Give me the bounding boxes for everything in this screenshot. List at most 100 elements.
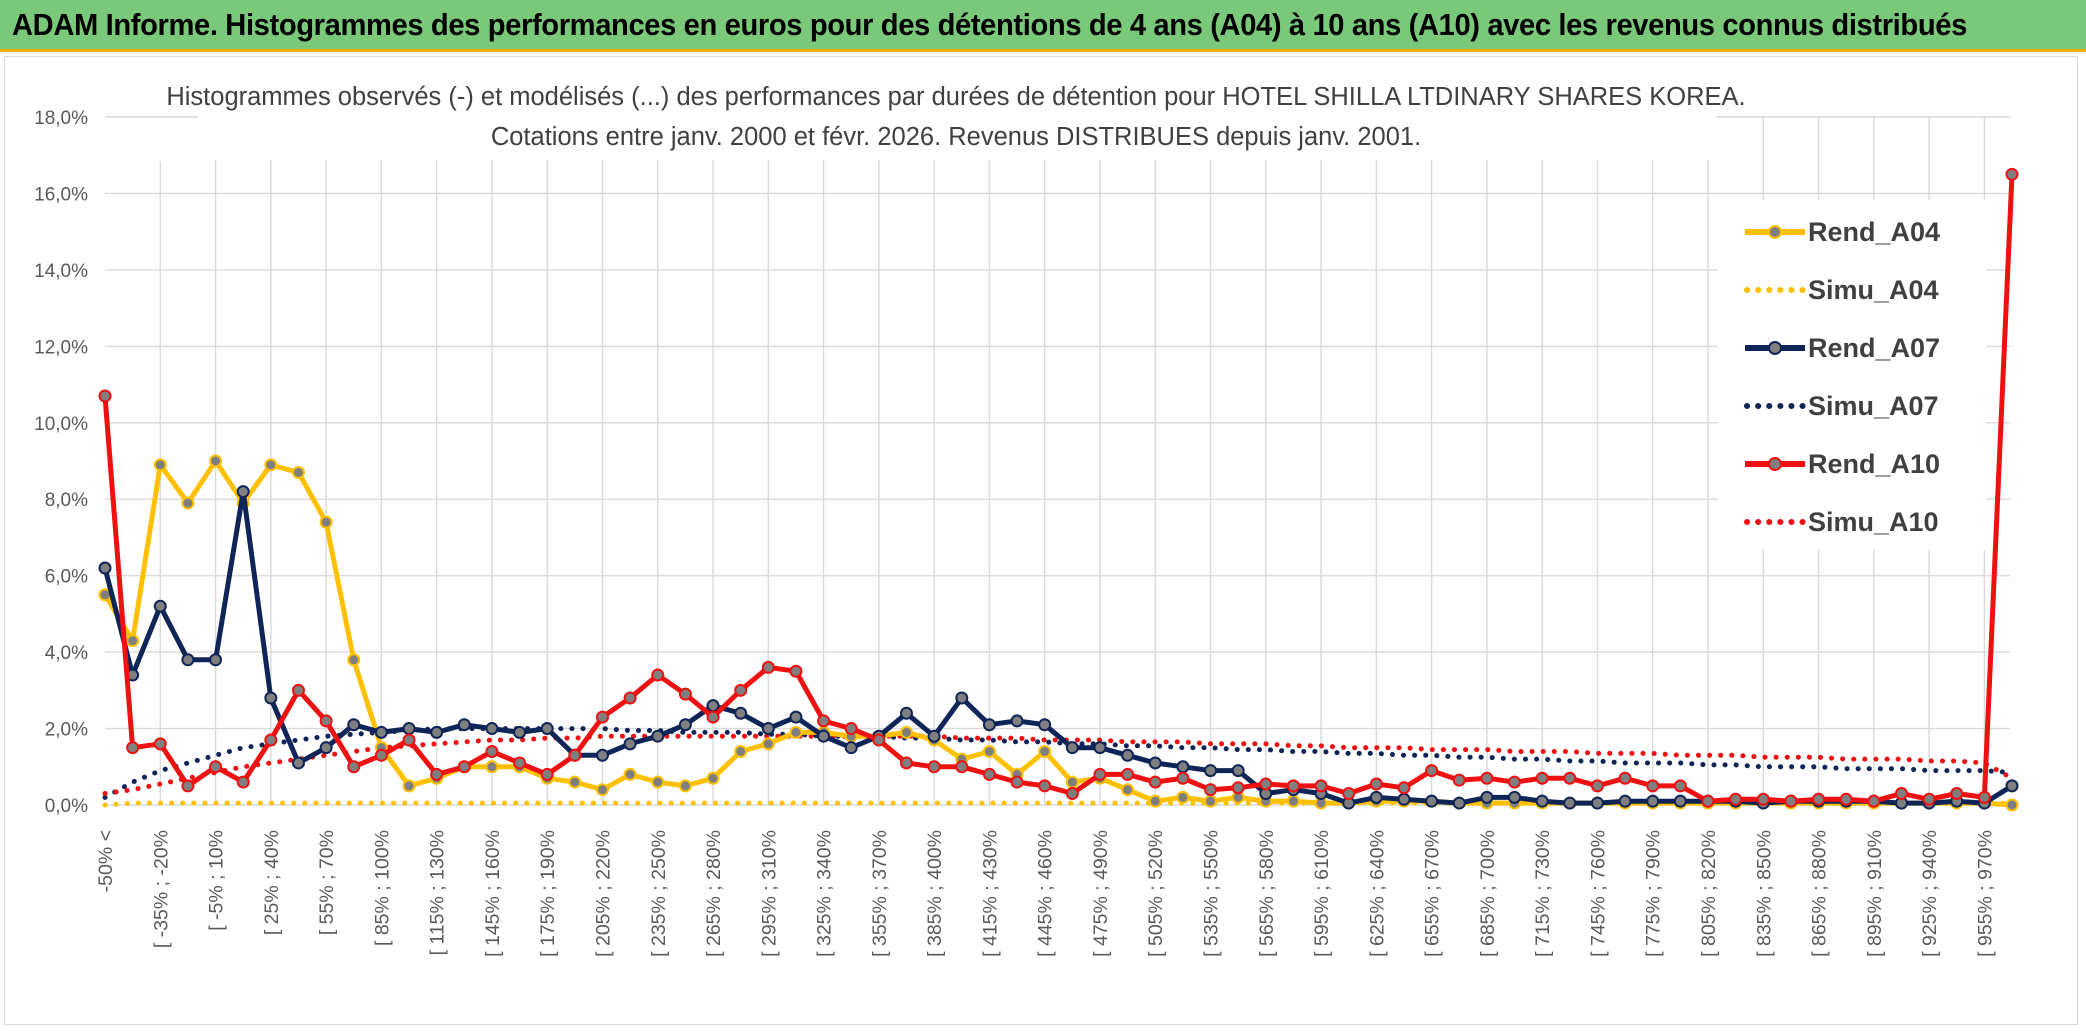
y-tick-label: 16,0% — [34, 184, 88, 205]
y-tick-label: 14,0% — [34, 261, 88, 282]
data-point — [1701, 794, 1715, 808]
data-point — [1204, 794, 1218, 808]
x-tick-label: [ 265% ; 280% — [703, 830, 725, 957]
data-point — [291, 756, 305, 770]
legend-item: Rend_A10 — [1745, 449, 1940, 479]
data-point — [1231, 764, 1245, 778]
data-point — [457, 718, 471, 732]
data-point — [291, 683, 305, 697]
data-point — [1176, 760, 1190, 774]
data-point — [485, 744, 499, 758]
data-point — [1452, 773, 1466, 787]
data-point — [1590, 796, 1604, 810]
x-tick-label: [ 415% ; 430% — [979, 830, 1001, 957]
data-point — [1673, 794, 1687, 808]
data-point — [844, 741, 858, 755]
data-point — [319, 714, 333, 728]
data-point — [402, 733, 416, 747]
data-point — [347, 718, 361, 732]
y-tick-label: 18,0% — [34, 108, 88, 129]
data-point — [982, 718, 996, 732]
x-tick-label: [ -35% ; -20% — [150, 830, 172, 948]
legend-item: Simu_A10 — [1744, 507, 1939, 537]
x-tick-label: [ 715% ; 730% — [1532, 830, 1554, 957]
data-point — [1950, 787, 1964, 801]
data-point — [1038, 744, 1052, 758]
data-point — [982, 744, 996, 758]
data-point — [2005, 779, 2019, 793]
data-point — [1259, 777, 1273, 791]
data-point — [872, 733, 886, 747]
x-tick-label: [ 655% ; 670% — [1422, 830, 1444, 957]
legend-label: Simu_A04 — [1808, 275, 1939, 305]
data-point — [595, 748, 609, 762]
data-point — [153, 737, 167, 751]
data-point — [209, 653, 223, 667]
data-point — [1425, 764, 1439, 778]
x-tick-label: [ 835% ; 850% — [1753, 830, 1775, 957]
data-point — [1535, 771, 1549, 785]
data-point — [1231, 781, 1245, 795]
data-point — [623, 767, 637, 781]
data-point — [1397, 792, 1411, 806]
data-point — [1286, 794, 1300, 808]
series-rend-a10 — [98, 167, 2019, 808]
x-tick-label: [ 955% ; 970% — [1974, 830, 1996, 957]
data-point — [1646, 794, 1660, 808]
data-point — [1342, 787, 1356, 801]
legend-item: Simu_A07 — [1744, 391, 1939, 421]
data-point — [181, 779, 195, 793]
y-tick-label: 2,0% — [45, 720, 88, 741]
y-tick-label: 12,0% — [34, 337, 88, 358]
data-point — [817, 714, 831, 728]
x-tick-label: [ 775% ; 790% — [1643, 830, 1665, 957]
data-point — [209, 454, 223, 468]
data-point — [982, 767, 996, 781]
data-point — [430, 767, 444, 781]
data-point — [1508, 775, 1522, 789]
legend-marker — [1768, 225, 1782, 239]
data-point — [319, 515, 333, 529]
data-point — [1480, 771, 1494, 785]
data-point — [1121, 748, 1135, 762]
data-point — [236, 775, 250, 789]
chart-subtitle: Cotations entre janv. 2000 et févr. 2026… — [491, 123, 1421, 151]
data-point — [485, 760, 499, 774]
series-simu-a07 — [102, 726, 2015, 800]
data-point — [1839, 792, 1853, 806]
data-point — [706, 710, 720, 724]
data-point — [761, 737, 775, 751]
data-point — [1065, 787, 1079, 801]
data-point — [1038, 718, 1052, 732]
data-point — [347, 760, 361, 774]
data-point — [1673, 779, 1687, 793]
x-tick-label: [ 805% ; 820% — [1698, 830, 1720, 957]
chart-title: Histogrammes observés (-) et modélisés (… — [166, 83, 1745, 111]
data-point — [1756, 792, 1770, 806]
x-tick-label: [ 25% ; 40% — [261, 830, 283, 935]
data-point — [1397, 781, 1411, 795]
data-point — [2005, 798, 2019, 812]
data-point — [209, 760, 223, 774]
data-point — [678, 687, 692, 701]
x-tick-label: [ 595% ; 610% — [1311, 830, 1333, 957]
series-group — [98, 167, 2019, 812]
data-point — [651, 729, 665, 743]
y-tick-label: 4,0% — [45, 643, 88, 664]
x-tick-label: [ 355% ; 370% — [869, 830, 891, 957]
data-point — [761, 722, 775, 736]
data-point — [706, 771, 720, 785]
data-point — [899, 756, 913, 770]
data-point — [817, 729, 831, 743]
data-point — [1038, 779, 1052, 793]
series-line — [102, 489, 2014, 806]
data-point — [1010, 775, 1024, 789]
x-tick-label: [ 295% ; 310% — [758, 830, 780, 957]
legend-background — [1718, 200, 1986, 550]
legend-label: Rend_A07 — [1808, 333, 1940, 363]
data-point — [1590, 779, 1604, 793]
data-point — [789, 710, 803, 724]
data-point — [126, 634, 140, 648]
x-tick-label: [ 205% ; 220% — [592, 830, 614, 957]
data-point — [1148, 794, 1162, 808]
